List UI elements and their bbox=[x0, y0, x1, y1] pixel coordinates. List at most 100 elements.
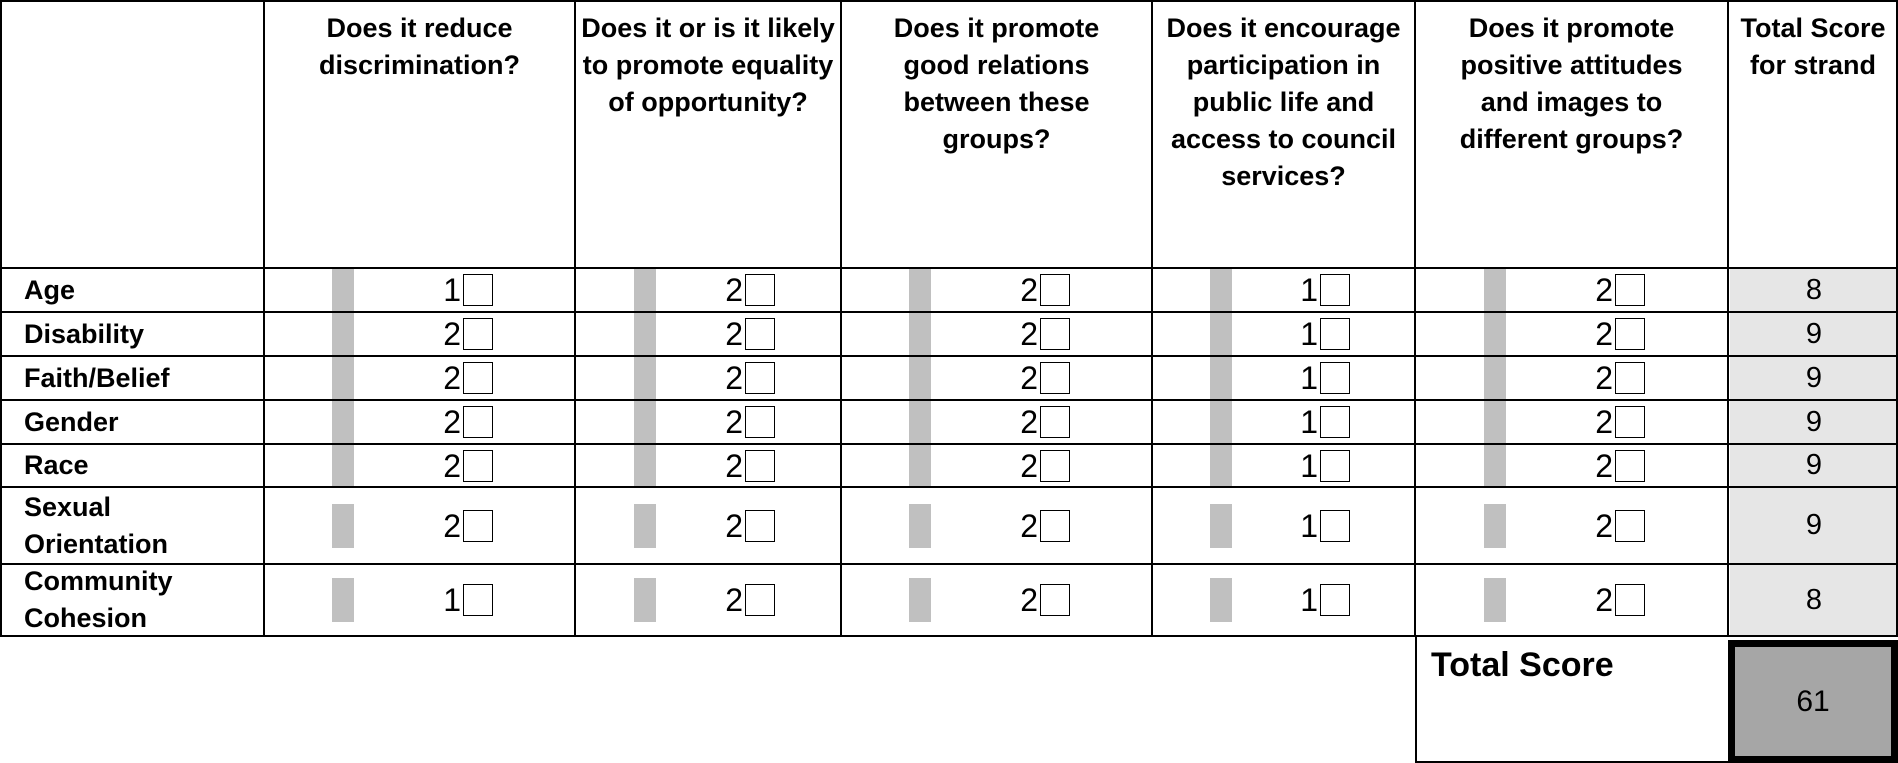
score-shading bbox=[1210, 444, 1232, 487]
row-divider bbox=[0, 563, 1898, 565]
score-value: 2 bbox=[443, 360, 461, 396]
score-value: 2 bbox=[1020, 316, 1038, 352]
score-value: 2 bbox=[1020, 272, 1038, 308]
score-checkbox[interactable] bbox=[1615, 362, 1645, 394]
score-value: 2 bbox=[725, 316, 743, 352]
row-label: Community Cohesion bbox=[24, 566, 173, 633]
score-shading bbox=[1210, 400, 1232, 444]
score-shading bbox=[1484, 312, 1506, 356]
row-divider bbox=[0, 443, 1898, 445]
score-value: 2 bbox=[1020, 582, 1038, 618]
row-label: Race bbox=[24, 450, 89, 480]
score-checkbox[interactable] bbox=[463, 406, 493, 438]
score-shading bbox=[909, 268, 931, 312]
score-checkbox[interactable] bbox=[1040, 362, 1070, 394]
score-checkbox[interactable] bbox=[1040, 449, 1070, 482]
score-checkbox[interactable] bbox=[1320, 509, 1350, 542]
score-checkbox[interactable] bbox=[463, 318, 493, 350]
score-checkbox[interactable] bbox=[1320, 584, 1350, 616]
score-checkbox[interactable] bbox=[1040, 584, 1070, 616]
row-total-value: 9 bbox=[1805, 509, 1823, 541]
score-value: 2 bbox=[725, 404, 743, 440]
score-shading bbox=[1484, 400, 1506, 444]
score-checkbox[interactable] bbox=[463, 584, 493, 616]
total-score-value-cell: 61 bbox=[1728, 640, 1898, 763]
table-border-top bbox=[0, 0, 1898, 2]
score-checkbox[interactable] bbox=[745, 509, 775, 542]
column-header-6: Total Score for strand bbox=[1740, 13, 1886, 80]
score-shading bbox=[1484, 356, 1506, 400]
score-checkbox[interactable] bbox=[463, 362, 493, 394]
score-value: 2 bbox=[725, 360, 743, 396]
row-total-cell: 9 bbox=[1730, 400, 1898, 444]
column-header-2: Does it or is it likely to promote equal… bbox=[581, 13, 835, 117]
score-checkbox[interactable] bbox=[1615, 584, 1645, 616]
row-total-value: 9 bbox=[1805, 449, 1823, 481]
row-total-cell: 9 bbox=[1730, 312, 1898, 356]
score-value: 2 bbox=[1020, 404, 1038, 440]
total-box-bottom-border bbox=[1415, 761, 1728, 763]
total-score-label: Total Score bbox=[1431, 646, 1614, 684]
score-checkbox[interactable] bbox=[1615, 274, 1645, 306]
column-divider bbox=[263, 0, 265, 636]
score-checkbox[interactable] bbox=[1040, 318, 1070, 350]
row-total-cell: 8 bbox=[1730, 268, 1898, 312]
table-border-bottom bbox=[0, 635, 1898, 637]
score-value: 2 bbox=[725, 507, 743, 544]
score-checkbox[interactable] bbox=[745, 406, 775, 438]
score-checkbox[interactable] bbox=[1320, 362, 1350, 394]
score-checkbox[interactable] bbox=[463, 274, 493, 306]
column-header-1: Does it reduce discrimination? bbox=[318, 13, 521, 80]
score-shading bbox=[332, 503, 354, 548]
row-total-value: 9 bbox=[1805, 361, 1823, 394]
score-value: 2 bbox=[725, 272, 743, 308]
score-value: 1 bbox=[1300, 316, 1318, 352]
score-value: 1 bbox=[1300, 272, 1318, 308]
score-shading bbox=[1210, 578, 1232, 622]
row-divider bbox=[0, 311, 1898, 313]
score-shading bbox=[634, 578, 656, 622]
row-total-cell: 9 bbox=[1730, 487, 1898, 564]
score-checkbox[interactable] bbox=[1040, 406, 1070, 438]
score-checkbox[interactable] bbox=[745, 449, 775, 482]
score-checkbox[interactable] bbox=[745, 318, 775, 350]
score-checkbox[interactable] bbox=[1615, 406, 1645, 438]
score-checkbox[interactable] bbox=[1040, 509, 1070, 542]
row-label: Disability bbox=[24, 318, 145, 349]
score-checkbox[interactable] bbox=[745, 274, 775, 306]
score-value: 2 bbox=[725, 447, 743, 484]
score-value: 2 bbox=[443, 316, 461, 352]
score-checkbox[interactable] bbox=[1320, 274, 1350, 306]
column-divider bbox=[1414, 0, 1416, 636]
score-value: 2 bbox=[443, 507, 461, 544]
score-checkbox[interactable] bbox=[745, 362, 775, 394]
score-value: 1 bbox=[443, 272, 461, 308]
score-checkbox[interactable] bbox=[463, 509, 493, 542]
score-checkbox[interactable] bbox=[1320, 318, 1350, 350]
score-checkbox[interactable] bbox=[1615, 509, 1645, 542]
column-divider bbox=[1151, 0, 1153, 636]
score-checkbox[interactable] bbox=[463, 449, 493, 482]
score-shading bbox=[1210, 503, 1232, 548]
score-checkbox[interactable] bbox=[1320, 406, 1350, 438]
score-shading bbox=[909, 356, 931, 400]
score-value: 1 bbox=[1300, 360, 1318, 396]
row-total-cell: 8 bbox=[1730, 564, 1898, 636]
score-shading bbox=[1484, 503, 1506, 548]
score-checkbox[interactable] bbox=[1615, 449, 1645, 482]
score-checkbox[interactable] bbox=[1320, 449, 1350, 482]
row-divider bbox=[0, 486, 1898, 488]
table-border-left bbox=[0, 0, 2, 636]
score-shading bbox=[332, 356, 354, 400]
total-score-value: 61 bbox=[1796, 684, 1830, 718]
row-total-value: 8 bbox=[1805, 273, 1823, 306]
score-checkbox[interactable] bbox=[745, 584, 775, 616]
score-shading bbox=[634, 356, 656, 400]
score-shading bbox=[634, 503, 656, 548]
row-divider bbox=[0, 399, 1898, 401]
score-checkbox[interactable] bbox=[1040, 274, 1070, 306]
score-value: 2 bbox=[443, 447, 461, 484]
score-value: 1 bbox=[443, 582, 461, 618]
score-shading bbox=[909, 312, 931, 356]
score-checkbox[interactable] bbox=[1615, 318, 1645, 350]
